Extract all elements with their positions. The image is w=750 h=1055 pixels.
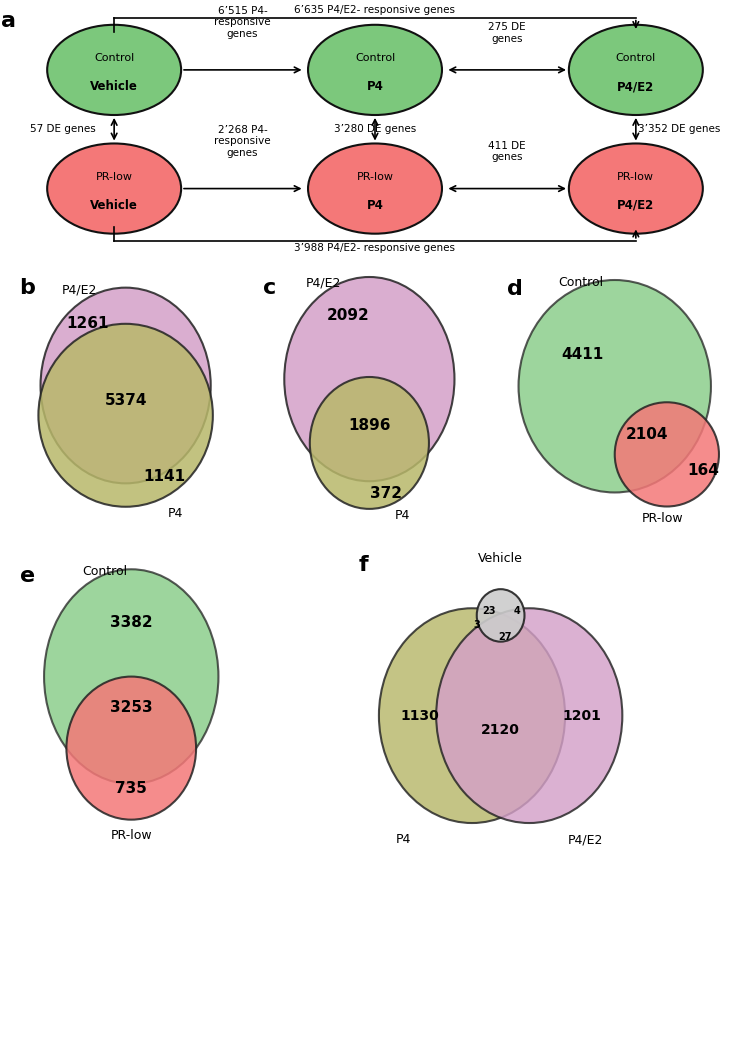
Ellipse shape <box>615 402 719 506</box>
Text: 4411: 4411 <box>562 347 604 362</box>
Text: a: a <box>2 11 16 31</box>
Ellipse shape <box>436 609 622 823</box>
Text: PR-low: PR-low <box>110 829 152 842</box>
Text: 411 DE
genes: 411 DE genes <box>488 141 526 162</box>
Text: PR-low: PR-low <box>617 172 654 181</box>
Text: P4/E2: P4/E2 <box>62 283 98 296</box>
Text: 3’352 DE genes: 3’352 DE genes <box>638 124 721 134</box>
Text: Control: Control <box>559 275 604 288</box>
Text: Vehicle: Vehicle <box>90 198 138 212</box>
Text: 3: 3 <box>473 620 480 630</box>
Text: PR-low: PR-low <box>96 172 133 181</box>
Text: P4: P4 <box>367 80 383 93</box>
Text: PR-low: PR-low <box>356 172 394 181</box>
Text: 4: 4 <box>514 606 520 616</box>
Text: 735: 735 <box>116 781 147 795</box>
Text: P4: P4 <box>168 506 184 520</box>
Ellipse shape <box>379 609 565 823</box>
Ellipse shape <box>568 143 703 234</box>
Text: Control: Control <box>355 53 395 63</box>
Ellipse shape <box>308 143 442 234</box>
Text: Control: Control <box>616 53 656 63</box>
Text: 1201: 1201 <box>562 709 602 723</box>
Text: 2104: 2104 <box>626 427 668 442</box>
Ellipse shape <box>44 570 218 784</box>
Text: 372: 372 <box>370 486 403 501</box>
Ellipse shape <box>477 589 524 641</box>
Text: 27: 27 <box>499 632 512 641</box>
Ellipse shape <box>67 676 196 820</box>
Text: 3253: 3253 <box>110 701 152 715</box>
Text: Vehicle: Vehicle <box>478 552 523 564</box>
Text: Control: Control <box>94 53 134 63</box>
Text: 3382: 3382 <box>110 615 152 631</box>
Ellipse shape <box>47 24 182 115</box>
Text: 2’268 P4-
responsive
genes: 2’268 P4- responsive genes <box>214 124 271 157</box>
Ellipse shape <box>568 24 703 115</box>
Text: Vehicle: Vehicle <box>90 80 138 93</box>
Text: P4/E2: P4/E2 <box>305 276 341 290</box>
Text: 2092: 2092 <box>327 308 370 323</box>
Text: 5374: 5374 <box>104 392 147 408</box>
Text: 23: 23 <box>482 606 496 616</box>
Ellipse shape <box>284 277 454 481</box>
Text: e: e <box>20 565 34 586</box>
Ellipse shape <box>308 24 442 115</box>
Text: 3’988 P4/E2- responsive genes: 3’988 P4/E2- responsive genes <box>295 244 455 253</box>
Text: f: f <box>358 555 368 575</box>
Text: 1261: 1261 <box>66 316 109 331</box>
Text: P4/E2: P4/E2 <box>617 80 655 93</box>
Text: 1896: 1896 <box>348 419 391 434</box>
Text: 164: 164 <box>687 463 718 478</box>
Text: 2120: 2120 <box>482 723 520 737</box>
Ellipse shape <box>310 377 429 509</box>
Text: P4/E2: P4/E2 <box>568 833 603 846</box>
Text: d: d <box>507 279 523 299</box>
Text: 3’280 DE genes: 3’280 DE genes <box>334 124 416 134</box>
Text: Control: Control <box>82 565 128 578</box>
Text: 1141: 1141 <box>142 469 185 484</box>
Ellipse shape <box>38 324 213 506</box>
Text: 275 DE
genes: 275 DE genes <box>488 22 526 43</box>
Text: PR-low: PR-low <box>642 512 684 525</box>
Text: P4/E2: P4/E2 <box>617 198 655 212</box>
Ellipse shape <box>40 288 211 483</box>
Text: 1130: 1130 <box>400 709 439 723</box>
Ellipse shape <box>47 143 182 234</box>
Text: 57 DE genes: 57 DE genes <box>29 124 95 134</box>
Text: P4: P4 <box>396 833 411 846</box>
Ellipse shape <box>518 280 711 493</box>
Text: b: b <box>20 277 35 298</box>
Text: 6’635 P4/E2- responsive genes: 6’635 P4/E2- responsive genes <box>295 5 455 15</box>
Text: P4: P4 <box>367 198 383 212</box>
Text: c: c <box>263 277 277 298</box>
Text: P4: P4 <box>395 509 410 522</box>
Text: 6’515 P4-
responsive
genes: 6’515 P4- responsive genes <box>214 6 271 39</box>
